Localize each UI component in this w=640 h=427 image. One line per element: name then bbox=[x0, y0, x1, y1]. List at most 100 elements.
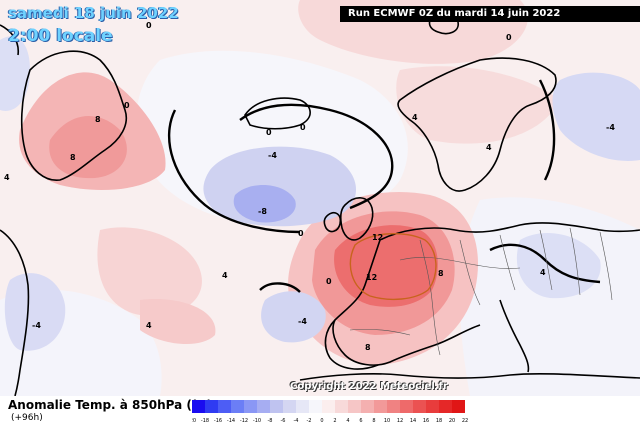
colorbar-tick-label: -16 bbox=[214, 418, 222, 424]
contour-label: 4 bbox=[486, 143, 492, 152]
coast-italy bbox=[499, 299, 530, 373]
colorbar-tick-label: -12 bbox=[240, 418, 248, 424]
cold-core-atlantic bbox=[233, 184, 296, 223]
forecast-date: samedi 18 juin 2022 bbox=[8, 4, 179, 22]
colorbar-swatch bbox=[322, 400, 335, 413]
warm-region-midatlantic bbox=[97, 227, 202, 316]
copyright-text: Copyright 2022 Meteociel.fr bbox=[290, 381, 448, 392]
anomaly-map: 0 0 0 0 0 0 4 4 4 8 8 8 -4 -8 -4 12 12 8… bbox=[0, 0, 640, 396]
contour-label: 4 bbox=[4, 173, 10, 182]
colorbar-swatch bbox=[257, 400, 270, 413]
colorbar-tick-label: 0 bbox=[320, 418, 323, 424]
contour-label: -4 bbox=[298, 317, 307, 326]
colorbar-tick-label: 16 bbox=[423, 418, 429, 424]
contour-label: -8 bbox=[258, 207, 267, 216]
colorbar-swatch bbox=[244, 400, 257, 413]
colorbar-tick-label: -20 bbox=[192, 418, 196, 424]
colorbar-swatch bbox=[361, 400, 374, 413]
contour-label: 0 bbox=[146, 21, 152, 30]
colorbar-swatch bbox=[218, 400, 231, 413]
coast-scandinavia bbox=[397, 57, 557, 192]
coast-iberia bbox=[324, 319, 379, 370]
colorbar-tick-label: 18 bbox=[436, 418, 442, 424]
coast-north-america bbox=[0, 229, 30, 396]
warm-region-scandinavia bbox=[396, 66, 560, 144]
border-3 bbox=[459, 239, 481, 306]
warm-core-greenland bbox=[49, 116, 127, 179]
colorbar: -20-18-16-14-12-10-8-6-4-202468101214161… bbox=[192, 400, 468, 424]
colorbar-tick-label: 12 bbox=[397, 418, 403, 424]
colorbar-tick-label: 4 bbox=[346, 418, 349, 424]
cold-region-far-southwest bbox=[4, 273, 66, 351]
zero-line-europe-east bbox=[489, 243, 601, 284]
contour-label: 8 bbox=[70, 153, 76, 162]
border-4 bbox=[499, 234, 516, 291]
legend-footer: Anomalie Temp. à 850hPa (°C) (+96h) -20-… bbox=[0, 396, 640, 427]
colorbar-swatch bbox=[335, 400, 348, 413]
colorbar-tick-label: -18 bbox=[201, 418, 209, 424]
border-7 bbox=[599, 231, 613, 301]
map-canvas: 0 0 0 0 0 0 4 4 4 8 8 8 -4 -8 -4 12 12 8… bbox=[0, 0, 640, 396]
contour-label: 0 bbox=[326, 277, 332, 286]
zero-line-russia bbox=[538, 79, 556, 181]
contour-label: 0 bbox=[298, 229, 304, 238]
cold-region-portugal-west bbox=[261, 291, 326, 343]
colorbar-swatch bbox=[439, 400, 452, 413]
colorbar-swatch bbox=[348, 400, 361, 413]
contour-label: -4 bbox=[606, 123, 615, 132]
contour-label: 0 bbox=[300, 123, 306, 132]
colorbar-swatch bbox=[296, 400, 309, 413]
warm-region-europe-12 bbox=[334, 225, 438, 307]
contour-label: 4 bbox=[222, 271, 228, 280]
colorbar-tick-label: 22 bbox=[462, 418, 468, 424]
border-1 bbox=[399, 257, 521, 269]
colorbar-swatch bbox=[231, 400, 244, 413]
colorbar-tick-label: 10 bbox=[384, 418, 390, 424]
colorbar-tick-label: 14 bbox=[410, 418, 416, 424]
colorbar-swatch bbox=[413, 400, 426, 413]
coast-ireland bbox=[323, 212, 342, 233]
cold-region-russia bbox=[552, 72, 640, 161]
zero-line-atlantic bbox=[167, 109, 301, 234]
colorbar-swatch bbox=[309, 400, 322, 413]
contour-label: -4 bbox=[32, 321, 41, 330]
contour-label: 8 bbox=[438, 269, 444, 278]
colorbar-tick-label: -2 bbox=[307, 418, 312, 424]
colorbar-swatch bbox=[387, 400, 400, 413]
cold-region-balkans bbox=[516, 232, 601, 299]
colorbar-swatch bbox=[205, 400, 218, 413]
colorbar-tick-label: 6 bbox=[359, 418, 362, 424]
contour-label: 0 bbox=[506, 33, 512, 42]
colorbar-tick-label: 20 bbox=[449, 418, 455, 424]
colorbar-swatch bbox=[192, 400, 205, 413]
border-2 bbox=[419, 239, 441, 356]
contour-label: 4 bbox=[412, 113, 418, 122]
zero-line-iceland bbox=[239, 103, 394, 210]
colorbar-swatch bbox=[426, 400, 439, 413]
legend-subtitle: (+96h) bbox=[11, 413, 43, 423]
colorbar-tick-label: -8 bbox=[268, 418, 273, 424]
contour-label: 4 bbox=[540, 268, 546, 277]
colorbar-tick-label: 2 bbox=[333, 418, 336, 424]
colorbar-swatch bbox=[400, 400, 413, 413]
legend-title: Anomalie Temp. à 850hPa (°C) bbox=[8, 398, 213, 412]
contour-label: 8 bbox=[95, 115, 101, 124]
coast-greenland bbox=[20, 50, 127, 181]
contour-label: 0 bbox=[124, 101, 130, 110]
border-8 bbox=[349, 328, 411, 336]
coast-africa bbox=[299, 372, 640, 381]
contour-label: 12 bbox=[372, 233, 383, 242]
model-run-banner: Run ECMWF 0Z du mardi 14 juin 2022 bbox=[340, 6, 640, 22]
colorbar-tick-label: 8 bbox=[372, 418, 375, 424]
zero-line-west-iberia bbox=[259, 282, 301, 293]
border-6 bbox=[569, 227, 581, 296]
colorbar-swatch bbox=[374, 400, 387, 413]
colorbar-tick-label: -10 bbox=[253, 418, 261, 424]
forecast-time: 2:00 locale bbox=[8, 26, 113, 46]
contour-label: 0 bbox=[266, 128, 272, 137]
coast-europe bbox=[332, 222, 640, 366]
colorbar-swatch bbox=[283, 400, 296, 413]
border-5 bbox=[539, 229, 553, 291]
colorbar-swatch bbox=[452, 400, 465, 413]
colorbar-swatch bbox=[270, 400, 283, 413]
